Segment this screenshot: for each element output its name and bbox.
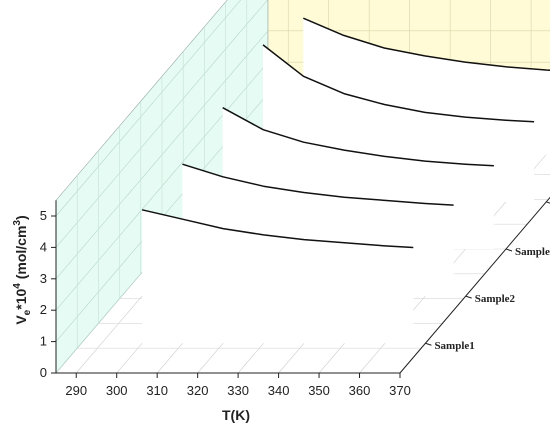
chart-axes bbox=[51, 196, 550, 378]
z-tick bbox=[505, 248, 513, 252]
series-line-2 bbox=[182, 163, 454, 206]
y-axis-title-sub: e bbox=[22, 309, 33, 315]
x-tick-label: 320 bbox=[187, 383, 209, 398]
x-tick-label: 300 bbox=[106, 383, 128, 398]
z-category-label: Sample2 bbox=[475, 293, 516, 305]
y-tick-label: 2 bbox=[40, 302, 47, 317]
y-axis-title-tail1: (mol/cm bbox=[13, 226, 29, 284]
y-tick-label: 4 bbox=[40, 239, 47, 254]
series-line-3 bbox=[222, 107, 494, 167]
y-axis-title: Ve*104 (mol/cm3) bbox=[12, 215, 33, 324]
y-tick-label: 5 bbox=[40, 208, 47, 223]
x-tick-label: 370 bbox=[389, 383, 411, 398]
z-tick bbox=[465, 295, 472, 299]
x-tick-label: 360 bbox=[349, 383, 371, 398]
x-tick-label: 290 bbox=[65, 383, 87, 398]
z-tick bbox=[425, 342, 432, 346]
series-line-4 bbox=[262, 44, 535, 123]
y-axis-title-sup2: 3 bbox=[12, 220, 23, 226]
x-tick-label: 330 bbox=[227, 383, 249, 398]
chart-series bbox=[141, 17, 550, 344]
y-tick-label: 1 bbox=[40, 334, 47, 349]
x-tick-label: 350 bbox=[308, 383, 330, 398]
chart-labels: 012345290300310320330340350360370Sample5… bbox=[40, 208, 550, 398]
series-line-1 bbox=[141, 209, 414, 249]
x-tick-label: 340 bbox=[268, 383, 290, 398]
y-axis-title-mid: *10 bbox=[13, 289, 29, 310]
y-tick-label: 0 bbox=[40, 365, 47, 380]
z-tick bbox=[546, 201, 550, 204]
x-tick-label: 310 bbox=[146, 383, 168, 398]
y-axis-title-tail2: ) bbox=[13, 215, 29, 220]
y-axis-title-main: V bbox=[13, 315, 29, 325]
y-tick-label: 3 bbox=[40, 271, 47, 286]
y-axis-title-sup1: 4 bbox=[12, 283, 23, 289]
x-axis-title: T(K) bbox=[222, 407, 250, 423]
series-line-5 bbox=[303, 17, 550, 71]
z-category-label: Sample3 bbox=[515, 246, 550, 258]
z-category-label: Sample1 bbox=[434, 340, 474, 352]
